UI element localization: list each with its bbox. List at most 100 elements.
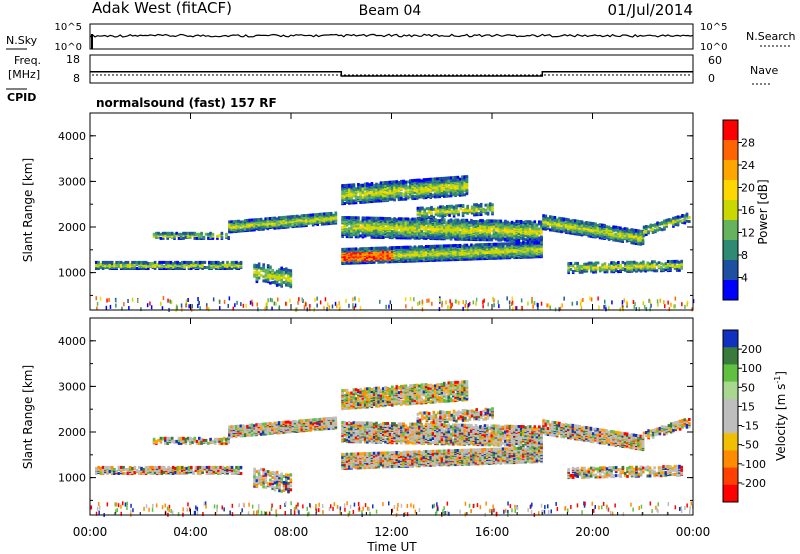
heatmap-cell: [524, 253, 527, 257]
heatmap-cell: [553, 219, 557, 222]
nave-label: Nave: [750, 64, 778, 77]
heatmap-cell: [438, 179, 442, 183]
heatmap-cell: [402, 183, 405, 187]
heatmap-cell: [379, 199, 383, 203]
heatmap-cell: [515, 256, 518, 259]
heatmap-cell: [479, 207, 483, 211]
heatmap-cell: [526, 220, 530, 224]
heatmap-cell: [424, 189, 428, 193]
heatmap-cell: [400, 179, 403, 183]
heatmap-cell: [404, 180, 408, 184]
heatmap-cell: [176, 267, 179, 270]
heatmap-cell: [275, 269, 279, 273]
heatmap-cell: [607, 228, 611, 232]
heatmap-cell: [348, 196, 351, 200]
heatmap-cell: [253, 228, 256, 232]
heatmap-cell: [175, 233, 178, 237]
heatmap-cell: [202, 235, 206, 239]
heatmap-cell: [463, 226, 466, 230]
heatmap-cell: [395, 246, 399, 249]
heatmap-cell: [275, 282, 279, 286]
heatmap-cell: [510, 242, 514, 246]
heatmap-cell: [409, 218, 412, 222]
heatmap-cell: [491, 203, 494, 207]
heatmap-cell: [431, 225, 435, 229]
heatmap-cell: [186, 234, 190, 238]
heatmap-cell: [569, 219, 572, 223]
heatmap-cell: [614, 232, 618, 236]
heatmap-cell: [211, 236, 215, 240]
heatmap-cell: [510, 245, 514, 249]
heatmap-cell: [492, 219, 496, 223]
heatmap-cell: [549, 220, 552, 224]
heatmap-cell: [495, 242, 498, 246]
heatmap-cell: [454, 181, 457, 184]
heatmap-cell: [594, 231, 597, 235]
heatmap-cell: [413, 256, 417, 260]
heatmap-cell: [382, 220, 385, 224]
heatmap-cell: [185, 260, 189, 264]
heatmap-cell: [488, 219, 491, 223]
heatmap-cell: [497, 238, 500, 242]
heatmap-cell: [174, 267, 177, 270]
heatmap-cell: [436, 244, 439, 248]
heatmap-cell: [179, 235, 183, 239]
heatmap-cell: [211, 232, 215, 236]
heatmap-cell: [513, 249, 516, 253]
heatmap-cell: [165, 260, 168, 264]
heatmap-cell: [386, 188, 390, 192]
heatmap-cell: [470, 223, 473, 227]
heatmap-cell: [255, 277, 259, 281]
heatmap-cell: [431, 177, 435, 181]
heatmap-cell: [363, 226, 367, 230]
heatmap-cell: [260, 268, 263, 272]
heatmap-cell: [366, 192, 369, 196]
heatmap-cell: [508, 242, 512, 246]
heatmap-cell: [472, 244, 475, 248]
heatmap-cell: [101, 260, 105, 264]
heatmap-cell: [447, 223, 451, 227]
heatmap-cell: [372, 216, 376, 220]
heatmap-cell: [217, 260, 220, 264]
heatmap-cell: [455, 204, 458, 208]
heatmap-cell: [370, 259, 374, 263]
heatmap-cell: [429, 249, 432, 253]
heatmap-cell: [194, 262, 198, 266]
heatmap-cell: [425, 212, 429, 216]
heatmap-cell: [467, 230, 471, 234]
heatmap-cell: [375, 223, 378, 227]
heatmap-cell: [528, 235, 532, 239]
heatmap-cell: [438, 222, 442, 226]
heatmap-cell: [348, 188, 351, 192]
heatmap-cell: [490, 242, 494, 246]
heatmap-cell: [370, 216, 374, 220]
heatmap-cell: [395, 218, 399, 222]
heatmap-cell: [452, 219, 455, 223]
heatmap-cell: [598, 223, 602, 227]
heatmap-cell: [415, 196, 419, 200]
heatmap-cell: [504, 227, 507, 231]
heatmap-cell: [452, 184, 455, 188]
heatmap-cell: [473, 208, 476, 212]
heatmap-cell: [266, 275, 270, 279]
heatmap-cell: [386, 193, 390, 197]
heatmap-cell: [156, 262, 159, 266]
heatmap-cell: [409, 179, 412, 183]
heatmap-cell: [278, 274, 281, 278]
heatmap-cell: [359, 257, 362, 261]
heatmap-cell: [361, 232, 365, 236]
heatmap-cell: [486, 245, 489, 248]
heatmap-cell: [237, 226, 240, 230]
heatmap-cell: [424, 218, 428, 222]
heatmap-cell: [404, 249, 408, 253]
heatmap-cell: [289, 269, 293, 273]
heatmap-cell: [409, 192, 412, 196]
heatmap-cell: [280, 275, 283, 279]
heatmap-cell: [551, 228, 554, 232]
heatmap-cell: [567, 222, 570, 226]
heatmap-cell: [366, 199, 369, 203]
heatmap-cell: [341, 184, 344, 188]
heatmap-cell: [495, 227, 498, 231]
heatmap-cell: [307, 216, 310, 220]
